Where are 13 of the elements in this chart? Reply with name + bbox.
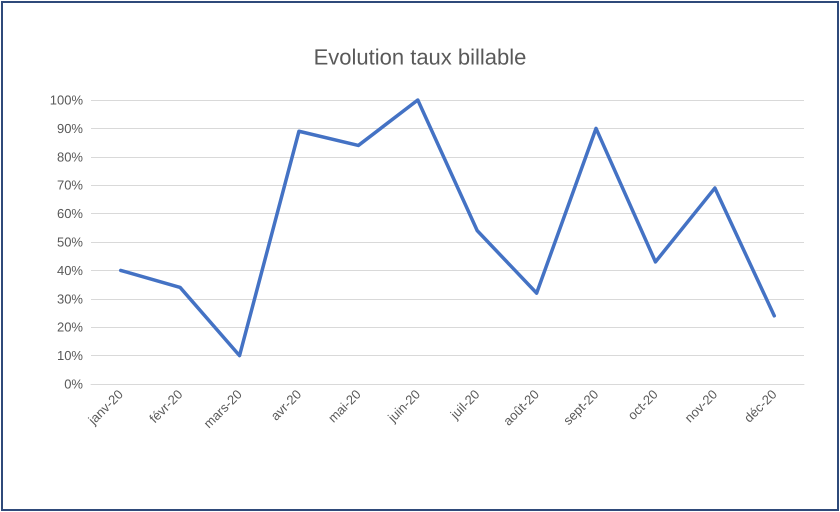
y-tick-label: 20% — [56, 320, 84, 335]
y-tick-label: 60% — [56, 206, 84, 222]
y-tick-label: 50% — [56, 234, 84, 250]
chart-title: Evolution taux billable — [314, 44, 526, 70]
y-tick-label: 70% — [56, 178, 84, 193]
y-tick-label: 40% — [56, 262, 84, 278]
y-tick-label: 100% — [50, 92, 84, 108]
y-tick-label: 90% — [56, 120, 84, 136]
y-tick-label: 80% — [56, 149, 84, 164]
y-tick-label: 30% — [56, 291, 84, 306]
y-tick-label: 10% — [56, 348, 84, 364]
y-tick-label: 0% — [64, 376, 84, 392]
line-series — [118, 98, 776, 358]
